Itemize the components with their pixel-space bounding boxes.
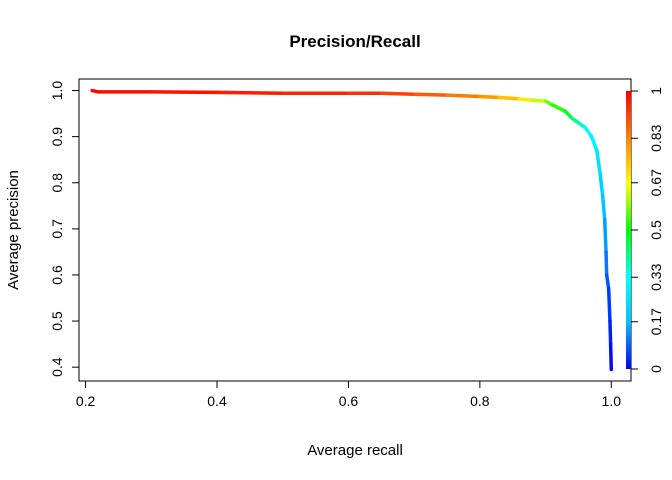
curve-segment bbox=[606, 287, 612, 323]
curve-segment bbox=[215, 90, 285, 96]
colorbar: 0 0.17 0.33 0.5 0.67 0.83 1 bbox=[626, 87, 664, 373]
curve-segment bbox=[602, 217, 608, 254]
x-axis-label: Average recall bbox=[307, 442, 403, 459]
curve-segment bbox=[589, 134, 599, 153]
y-tick-label: 0.7 bbox=[49, 219, 65, 239]
curve-segment bbox=[550, 103, 568, 114]
x-tick-label: 0.2 bbox=[76, 393, 96, 409]
curve-segment bbox=[379, 91, 416, 96]
colorbar-tick-label: 1 bbox=[648, 87, 664, 95]
plot-frame bbox=[78, 78, 632, 382]
colorbar-gradient bbox=[626, 91, 631, 369]
x-tick-label: 1.0 bbox=[602, 393, 622, 409]
y-tick-label: 0.8 bbox=[49, 173, 65, 193]
curve-segment bbox=[604, 250, 609, 277]
colorbar-tick-label: 0 bbox=[648, 365, 664, 373]
curve-segment bbox=[583, 125, 594, 139]
y-tick-label: 0.9 bbox=[49, 127, 65, 147]
colorbar-tick-label: 0.67 bbox=[648, 169, 664, 196]
chart-title: Precision/Recall bbox=[289, 32, 420, 51]
curve-segment bbox=[517, 97, 535, 102]
curve-segment bbox=[598, 171, 605, 199]
y-tick-label: 0.4 bbox=[49, 357, 65, 377]
curve-segment bbox=[608, 319, 613, 346]
y-tick-label: 0.5 bbox=[49, 311, 65, 331]
curve-segment bbox=[608, 342, 614, 372]
colorbar-tick-label: 0.33 bbox=[648, 263, 664, 290]
x-axis: 0.2 0.4 0.6 0.8 1.0 bbox=[76, 380, 622, 409]
colorbar-tick-label: 0.83 bbox=[648, 124, 664, 151]
y-tick-label: 0.6 bbox=[49, 265, 65, 285]
curve-segment bbox=[604, 273, 611, 291]
curve-segment bbox=[412, 92, 449, 97]
curve-segment bbox=[595, 148, 602, 176]
x-tick-label: 0.4 bbox=[207, 393, 227, 409]
curve-segment bbox=[445, 93, 482, 99]
precision-recall-curve bbox=[90, 88, 614, 372]
curve-segment bbox=[600, 194, 607, 222]
curve-segment bbox=[530, 98, 548, 103]
y-axis-label: Average precision bbox=[5, 170, 22, 290]
curve-segment bbox=[478, 94, 502, 100]
colorbar-tick-label: 0.5 bbox=[648, 220, 664, 240]
curve-segment bbox=[497, 95, 522, 101]
x-tick-label: 0.8 bbox=[470, 393, 490, 409]
x-tick-label: 0.6 bbox=[339, 393, 359, 409]
y-axis: 0.4 0.5 0.6 0.7 0.8 0.9 1.0 bbox=[49, 81, 79, 377]
y-tick-label: 1.0 bbox=[49, 81, 65, 101]
colorbar-tick-label: 0.17 bbox=[648, 308, 664, 335]
